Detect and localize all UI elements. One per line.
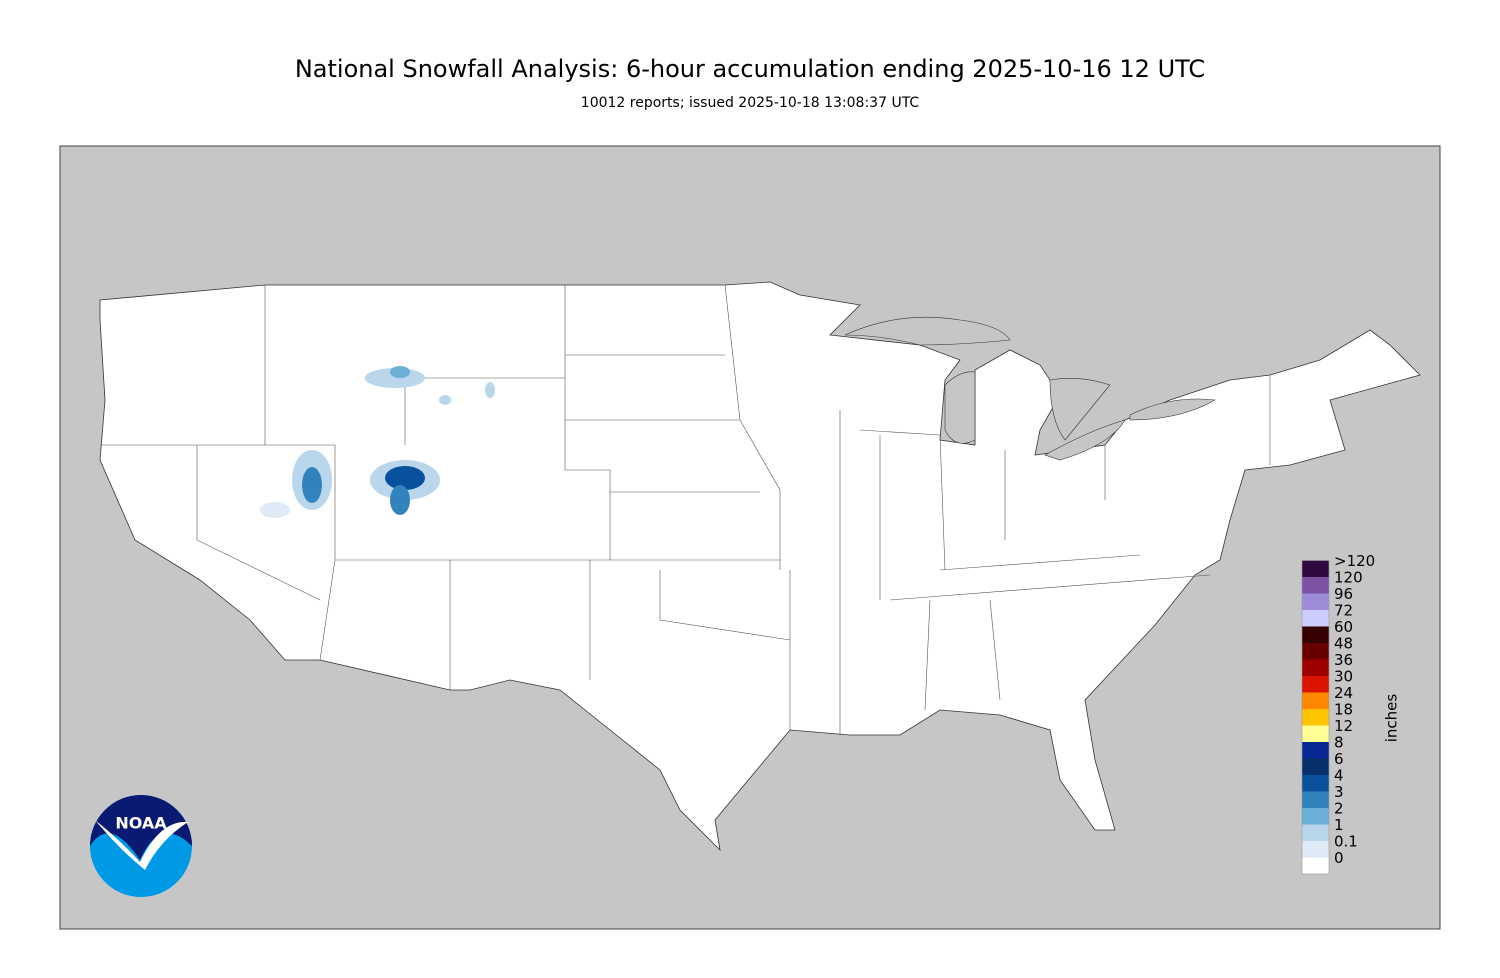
borders bbox=[100, 284, 1271, 735]
colorbar-swatch bbox=[1302, 841, 1329, 858]
colorbar-label: 72 bbox=[1334, 602, 1353, 620]
colorbar-label: 60 bbox=[1334, 618, 1353, 636]
colorbar-label: 3 bbox=[1334, 783, 1344, 801]
colorbar-label: 8 bbox=[1334, 734, 1344, 752]
colorbar-swatch bbox=[1302, 593, 1329, 610]
colorbar-label: 48 bbox=[1334, 635, 1353, 653]
colorbar-swatch bbox=[1302, 626, 1329, 643]
colorbar-swatch bbox=[1302, 676, 1329, 693]
colorbar-outline bbox=[1301, 560, 1330, 875]
colorbar-label: 120 bbox=[1334, 569, 1363, 587]
colorbar-swatch bbox=[1302, 775, 1329, 792]
colorbar-label: 2 bbox=[1334, 800, 1344, 818]
colorbar-swatch bbox=[1302, 808, 1329, 825]
great-lakes bbox=[844, 316, 1216, 461]
colorbar-unit: inches bbox=[1383, 694, 1401, 743]
colorbar-swatch bbox=[1302, 659, 1329, 676]
colorbar-label: 30 bbox=[1334, 668, 1353, 686]
colorbar-label: 24 bbox=[1334, 684, 1353, 702]
colorbar-label: >120 bbox=[1334, 552, 1375, 570]
colorbar-swatch bbox=[1302, 692, 1329, 709]
colorbar-swatch bbox=[1302, 824, 1329, 841]
colorbar-swatch bbox=[1302, 610, 1329, 627]
map bbox=[59, 145, 1441, 930]
subtitle: 10012 reports; issued 2025-10-18 13:08:3… bbox=[581, 95, 920, 111]
colorbar-swatch bbox=[1302, 857, 1329, 874]
colorbar-label: 1 bbox=[1334, 816, 1344, 834]
logo-text: NOAA bbox=[115, 814, 167, 833]
colorbar-label: 18 bbox=[1334, 701, 1353, 719]
colorbar-label: 0.1 bbox=[1334, 833, 1358, 851]
noaa-logo: NOAA bbox=[90, 795, 192, 897]
colorbar-swatch bbox=[1302, 577, 1329, 594]
colorbar-swatch bbox=[1302, 742, 1329, 759]
colorbar-swatch bbox=[1302, 709, 1329, 726]
colorbar-label: 96 bbox=[1334, 585, 1353, 603]
colorbar-swatch bbox=[1302, 791, 1329, 808]
colorbar-swatch bbox=[1302, 725, 1329, 742]
colorbar-label: 4 bbox=[1334, 767, 1344, 785]
colorbar-swatch bbox=[1302, 758, 1329, 775]
title: National Snowfall Analysis: 6-hour accum… bbox=[295, 55, 1205, 83]
colorbar-label: 0 bbox=[1334, 849, 1344, 867]
colorbar-label: 12 bbox=[1334, 717, 1353, 735]
colorbar-swatch bbox=[1302, 643, 1329, 660]
colorbar-label: 36 bbox=[1334, 651, 1353, 669]
colorbar-swatch bbox=[1302, 560, 1329, 577]
colorbar-label: 6 bbox=[1334, 750, 1344, 768]
snow bbox=[260, 366, 495, 518]
